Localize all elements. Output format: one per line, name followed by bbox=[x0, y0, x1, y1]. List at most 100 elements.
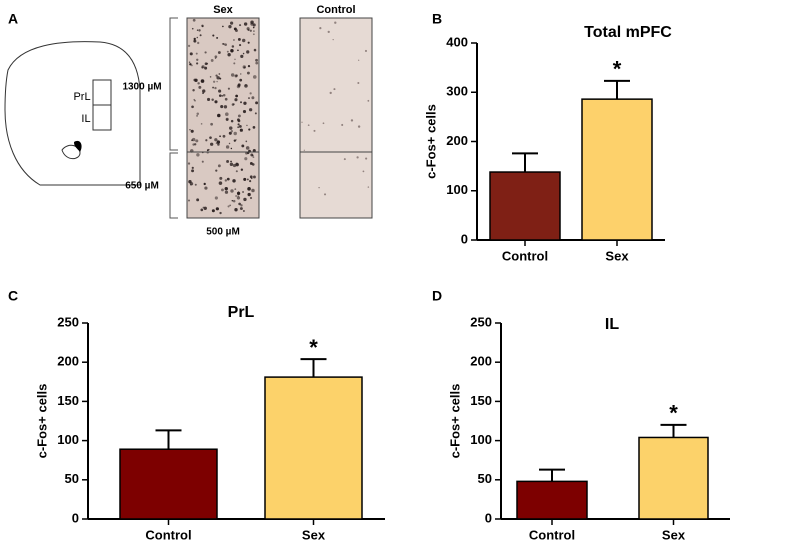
cell bbox=[245, 140, 248, 143]
x-tick-label: Control bbox=[502, 248, 548, 263]
cell bbox=[195, 52, 198, 55]
cell bbox=[224, 186, 228, 191]
cell bbox=[240, 168, 244, 171]
cell bbox=[332, 38, 334, 41]
cell bbox=[214, 100, 218, 104]
y-tick-label: 400 bbox=[446, 34, 468, 49]
cell bbox=[253, 30, 255, 32]
cell bbox=[318, 186, 320, 189]
cell bbox=[247, 187, 251, 191]
cell bbox=[190, 129, 194, 133]
cell bbox=[233, 62, 236, 65]
cell bbox=[191, 166, 194, 169]
cell bbox=[216, 140, 221, 144]
y-tick-label: 100 bbox=[446, 182, 468, 197]
cell bbox=[239, 78, 243, 82]
cell bbox=[252, 149, 256, 153]
cell bbox=[239, 24, 242, 27]
region-box bbox=[92, 79, 112, 106]
region-label: IL bbox=[81, 113, 90, 125]
cell bbox=[246, 178, 249, 181]
cell bbox=[239, 128, 243, 132]
chart-title: IL bbox=[605, 316, 619, 333]
cell bbox=[327, 30, 330, 34]
region-label: PrL bbox=[73, 91, 90, 103]
cell bbox=[213, 80, 216, 83]
y-tick-label: 100 bbox=[57, 432, 79, 447]
y-tick-label: 0 bbox=[461, 231, 468, 246]
cell bbox=[189, 129, 191, 131]
cell bbox=[240, 54, 244, 58]
cell bbox=[189, 182, 194, 186]
cell bbox=[241, 144, 245, 148]
cell bbox=[211, 98, 214, 102]
cell bbox=[231, 103, 235, 106]
cell bbox=[219, 176, 223, 180]
cell bbox=[350, 119, 354, 122]
cell bbox=[229, 204, 232, 207]
cell bbox=[242, 191, 244, 193]
cell bbox=[188, 61, 191, 64]
cell bbox=[247, 41, 250, 44]
cell bbox=[245, 146, 250, 150]
cell bbox=[234, 208, 238, 212]
cell bbox=[236, 191, 241, 195]
cell bbox=[247, 64, 251, 68]
cell bbox=[232, 199, 236, 203]
cell bbox=[252, 126, 256, 129]
cell bbox=[189, 52, 193, 56]
cell bbox=[193, 37, 196, 41]
cell bbox=[242, 65, 246, 69]
cell bbox=[200, 123, 203, 125]
cell bbox=[226, 50, 229, 53]
cell bbox=[187, 162, 191, 165]
cell bbox=[215, 74, 218, 77]
cell bbox=[232, 163, 237, 168]
cell bbox=[198, 85, 202, 89]
panel-letter: A bbox=[8, 11, 18, 27]
cell bbox=[226, 177, 230, 181]
cell bbox=[252, 33, 255, 36]
cell bbox=[357, 125, 361, 128]
cell bbox=[334, 21, 337, 24]
cell bbox=[216, 76, 220, 80]
cell bbox=[238, 124, 242, 128]
y-tick-label: 250 bbox=[470, 314, 492, 329]
y-tick-label: 200 bbox=[446, 133, 468, 148]
cell bbox=[250, 22, 254, 26]
cell bbox=[196, 62, 199, 65]
cell bbox=[194, 183, 197, 186]
cell bbox=[255, 101, 259, 105]
region-box bbox=[92, 104, 112, 131]
cell bbox=[303, 149, 305, 151]
cell bbox=[204, 66, 208, 70]
cell bbox=[237, 126, 240, 129]
cell bbox=[222, 134, 226, 138]
cell bbox=[210, 59, 214, 62]
cell bbox=[223, 105, 228, 109]
cell bbox=[203, 206, 207, 211]
cell bbox=[196, 36, 199, 39]
cell bbox=[204, 51, 207, 54]
significance-marker: * bbox=[669, 401, 678, 426]
cell bbox=[229, 162, 234, 166]
bar bbox=[581, 98, 653, 241]
cell bbox=[362, 170, 365, 173]
cell bbox=[214, 86, 217, 90]
y-tick-label: 0 bbox=[485, 510, 492, 525]
cell bbox=[225, 145, 230, 149]
cell bbox=[207, 97, 211, 101]
x-tick-label: Control bbox=[529, 527, 575, 542]
x-tick-label: Sex bbox=[662, 527, 686, 542]
cell bbox=[200, 208, 204, 212]
cell bbox=[187, 44, 191, 47]
y-tick-label: 250 bbox=[57, 314, 79, 329]
cell bbox=[192, 143, 195, 146]
cell bbox=[231, 45, 235, 48]
cell bbox=[212, 34, 215, 37]
cell bbox=[195, 139, 199, 143]
significance-marker: * bbox=[309, 335, 318, 360]
cell bbox=[329, 91, 332, 95]
cell bbox=[219, 135, 221, 138]
cell bbox=[214, 196, 218, 200]
